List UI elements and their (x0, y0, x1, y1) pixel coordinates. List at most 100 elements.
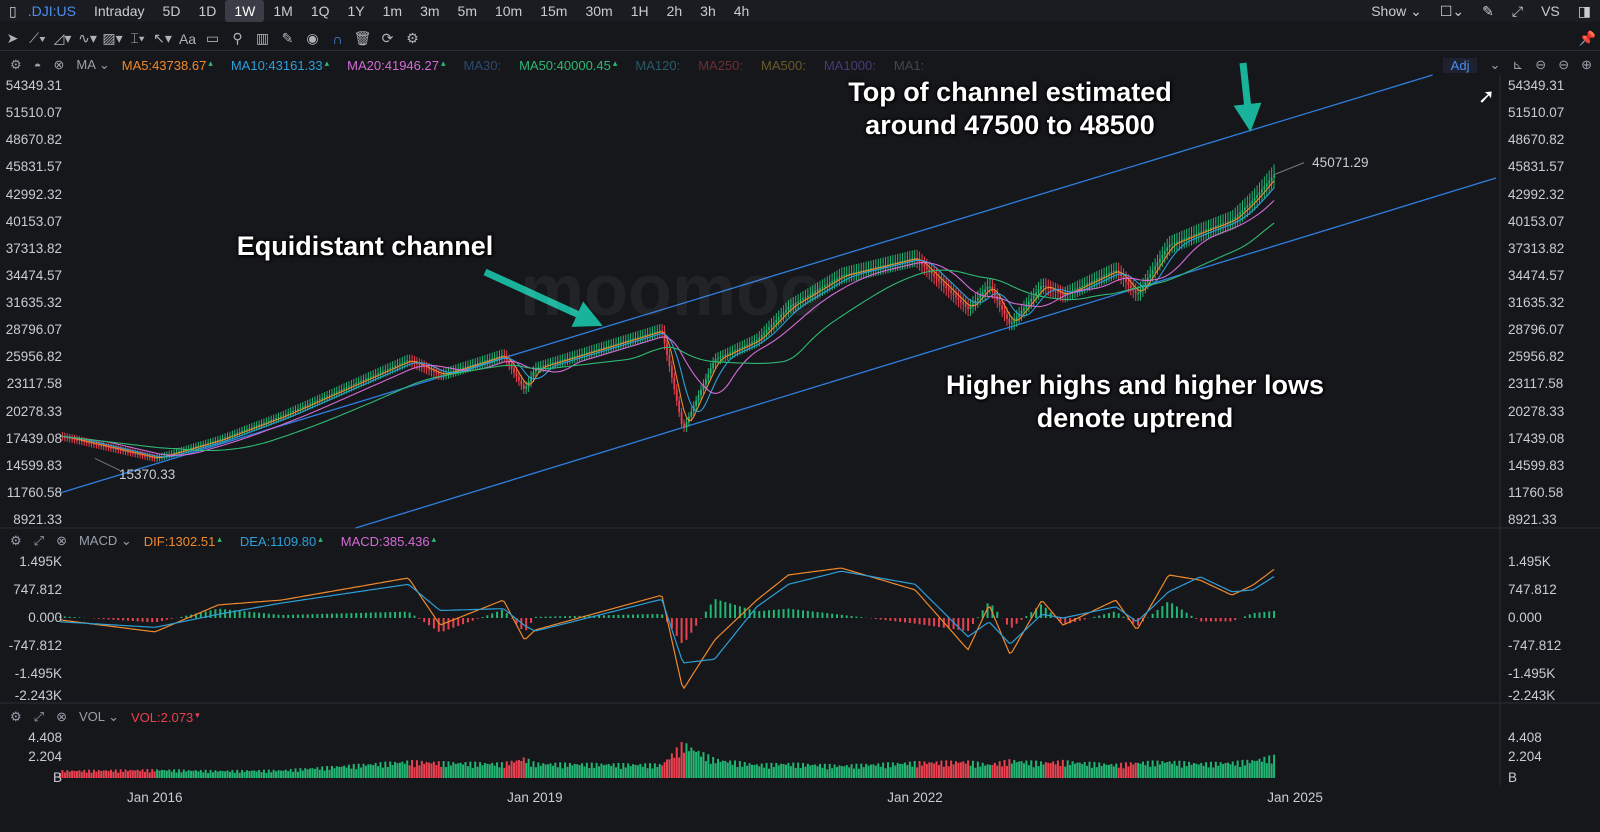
candle (1210, 227, 1212, 229)
volume-bars (58, 742, 1276, 778)
compare-button[interactable]: VS (1541, 3, 1560, 19)
period-tab[interactable]: 1Q (310, 3, 330, 19)
comment-icon[interactable]: ▭ (205, 30, 220, 46)
expand-icon[interactable]: ⤢ (33, 533, 45, 548)
candle (1195, 233, 1198, 235)
volume-bar (721, 760, 724, 778)
period-tab[interactable]: 3m (420, 3, 440, 19)
pencil-icon[interactable]: ✎ (281, 30, 294, 46)
expand-icon[interactable]: ⤢ (33, 709, 45, 724)
period-tab[interactable]: 4h (733, 3, 750, 19)
zoom-in-icon[interactable]: ⊕ (1581, 57, 1592, 72)
period-tab[interactable]: 5D (162, 3, 181, 19)
chart-type-icon[interactable]: ☐⌄ (1439, 3, 1465, 19)
minus-icon[interactable]: ⊖ (1535, 57, 1547, 72)
volume-bar (515, 760, 518, 778)
candle (311, 402, 314, 404)
period-tab[interactable]: 2h (666, 3, 683, 19)
close-icon[interactable]: ⊗ (53, 57, 65, 72)
settings-icon[interactable]: ⚙ (10, 57, 22, 72)
period-tab[interactable]: 1H (630, 3, 649, 19)
fullscreen-icon[interactable]: ⤢ (1511, 3, 1524, 19)
period-tab[interactable]: 5m (457, 3, 477, 19)
period-tab[interactable]: 1Y (347, 3, 365, 19)
ma-line-ma50 (59, 222, 1275, 452)
measure-icon[interactable]: ⌶▾ (130, 30, 145, 46)
settings-icon[interactable]: ⚙ (10, 533, 22, 548)
trash-icon[interactable]: 🗑 (353, 30, 372, 46)
vol-dropdown[interactable]: VOL ⌄ (78, 709, 120, 724)
axis-icon[interactable]: ⊾ (1512, 57, 1524, 72)
wave-icon[interactable]: ∿▾ (78, 30, 97, 46)
ma-dropdown[interactable]: MA ⌄ (76, 57, 110, 72)
volume-bar (338, 766, 341, 778)
volume-bar (622, 762, 625, 778)
candle (658, 330, 661, 332)
candle (1173, 242, 1176, 244)
macd-bar (840, 614, 843, 618)
period-tab[interactable]: 1m (382, 3, 403, 19)
volume-bar (428, 762, 431, 778)
close-icon[interactable]: ⊗ (56, 709, 67, 724)
candle (488, 359, 491, 361)
volume-bar (867, 765, 870, 778)
volume-bar (143, 771, 146, 778)
volume-bar (1083, 761, 1086, 778)
macd-dropdown[interactable]: MACD ⌄ (78, 533, 132, 548)
period-tab[interactable]: 15m (540, 3, 568, 19)
trend-line-icon[interactable]: ⟋▾ (29, 30, 46, 46)
macd-bar (981, 610, 984, 618)
zoom-out-icon[interactable]: ⊖ (1558, 57, 1570, 72)
adj-dropdown[interactable]: Adj (1442, 57, 1478, 73)
hide-icon[interactable]: ◓ (33, 57, 42, 73)
volume-bar (964, 763, 967, 778)
cursor-icon[interactable]: ➤ (6, 30, 19, 46)
candle (401, 362, 404, 364)
adj-chevron-icon[interactable]: ⌄ (1489, 57, 1501, 72)
period-tab[interactable]: 30m (585, 3, 613, 19)
candle (925, 266, 928, 270)
pin-icon[interactable]: 📌 (1578, 30, 1597, 46)
candle (335, 391, 338, 393)
eye-icon[interactable]: ◉ (306, 30, 319, 46)
macd-bar (797, 609, 800, 618)
volume-bar (185, 771, 188, 778)
candle (365, 378, 367, 380)
panel-icon[interactable]: ◨ (1577, 3, 1591, 19)
symbol-label[interactable]: .DJI:US (27, 3, 76, 19)
magnet-icon[interactable]: ∩ (332, 30, 343, 47)
text-tool[interactable]: Aa (178, 30, 197, 47)
volume-bar (962, 761, 965, 778)
volume-bar (326, 766, 329, 778)
period-tab[interactable]: Intraday (93, 3, 145, 19)
period-tab[interactable]: 10m (494, 3, 523, 19)
candle (811, 292, 814, 295)
price-tick-left: 23117.58 (6, 376, 62, 392)
volume-bar (527, 758, 530, 778)
period-tab[interactable]: 3h (700, 3, 716, 19)
candle (1268, 180, 1271, 184)
arrow-icon[interactable]: ↖▾ (153, 30, 172, 46)
settings-icon[interactable]: ⚙ (10, 709, 22, 724)
candle (585, 352, 588, 354)
candle (986, 286, 989, 290)
period-tab[interactable]: 1M (273, 3, 293, 19)
show-dropdown[interactable]: Show ⌄ (1371, 3, 1422, 19)
chart-add-icon[interactable]: ▥ (255, 30, 270, 46)
pattern-icon[interactable]: ▨▾ (102, 30, 123, 46)
period-tab[interactable]: 1W (225, 0, 265, 22)
channel-line-upper[interactable] (59, 74, 1433, 494)
draw-icon[interactable]: ✎ (1482, 3, 1494, 19)
period-tab[interactable]: 1D (198, 3, 217, 19)
candle (114, 448, 117, 450)
channel-line-lower[interactable] (355, 177, 1497, 529)
sync-icon[interactable]: ⟳ (381, 30, 394, 46)
polyline-icon[interactable]: ◿▾ (53, 30, 72, 46)
candle (746, 344, 749, 346)
zoom-icon[interactable]: ⚲ (232, 30, 243, 46)
settings-icon[interactable]: ⚙ (406, 30, 419, 46)
candle (263, 422, 265, 424)
close-icon[interactable]: ⊗ (56, 533, 67, 548)
layout-icon[interactable]: ▯ (9, 3, 17, 19)
